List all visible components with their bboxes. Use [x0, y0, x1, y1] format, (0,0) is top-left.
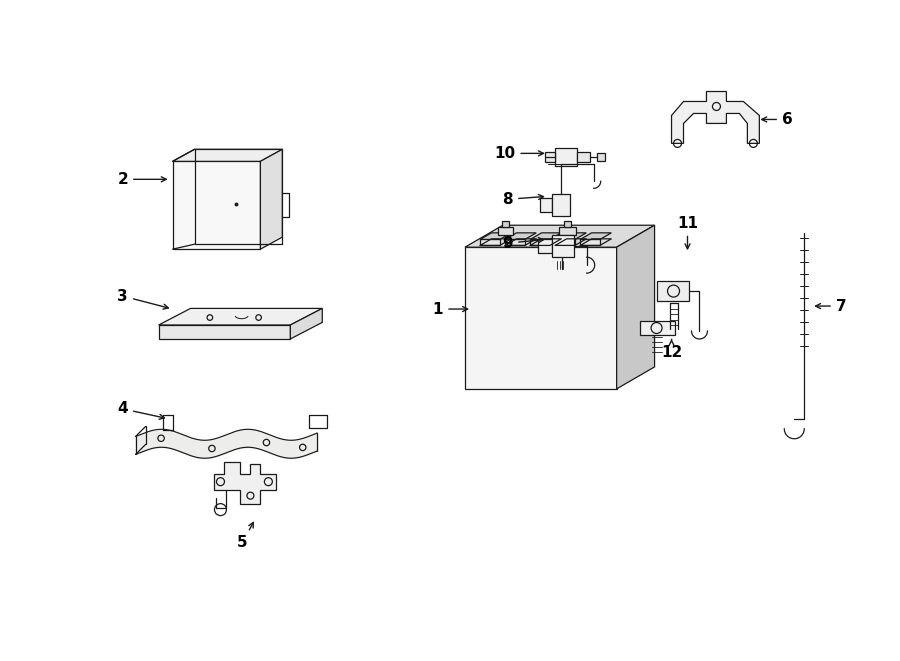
- Polygon shape: [559, 227, 576, 235]
- Polygon shape: [554, 148, 577, 167]
- Polygon shape: [640, 321, 674, 335]
- Polygon shape: [616, 225, 654, 389]
- Polygon shape: [580, 239, 600, 245]
- Polygon shape: [465, 247, 616, 389]
- Polygon shape: [577, 153, 590, 163]
- Polygon shape: [530, 239, 550, 245]
- Text: 8: 8: [502, 192, 544, 207]
- Text: 6: 6: [761, 112, 793, 127]
- Polygon shape: [552, 194, 570, 216]
- Text: 5: 5: [237, 522, 253, 550]
- Polygon shape: [580, 233, 611, 239]
- Polygon shape: [555, 233, 586, 239]
- Polygon shape: [540, 198, 552, 212]
- Polygon shape: [505, 233, 536, 239]
- Text: 4: 4: [117, 401, 165, 419]
- Polygon shape: [291, 309, 322, 339]
- Polygon shape: [657, 281, 689, 301]
- Polygon shape: [260, 149, 283, 249]
- Text: 10: 10: [494, 146, 544, 161]
- Polygon shape: [530, 233, 562, 239]
- Polygon shape: [505, 239, 525, 245]
- Polygon shape: [214, 462, 276, 504]
- Text: 12: 12: [661, 340, 682, 360]
- Polygon shape: [502, 221, 509, 227]
- Polygon shape: [563, 221, 571, 227]
- Polygon shape: [555, 239, 575, 245]
- Text: 2: 2: [117, 172, 166, 187]
- Text: 9: 9: [502, 236, 544, 251]
- Polygon shape: [671, 91, 760, 143]
- Text: 11: 11: [677, 215, 698, 249]
- Polygon shape: [173, 161, 260, 249]
- Polygon shape: [158, 325, 291, 339]
- Polygon shape: [465, 225, 654, 247]
- Polygon shape: [498, 227, 513, 235]
- Text: 7: 7: [815, 299, 847, 313]
- Polygon shape: [538, 239, 552, 253]
- Polygon shape: [480, 233, 511, 239]
- Text: 1: 1: [433, 301, 468, 317]
- Polygon shape: [552, 235, 573, 257]
- Polygon shape: [158, 309, 322, 325]
- Polygon shape: [597, 153, 605, 161]
- Text: 3: 3: [117, 289, 168, 309]
- Polygon shape: [544, 153, 554, 163]
- Polygon shape: [480, 239, 500, 245]
- Polygon shape: [173, 149, 283, 161]
